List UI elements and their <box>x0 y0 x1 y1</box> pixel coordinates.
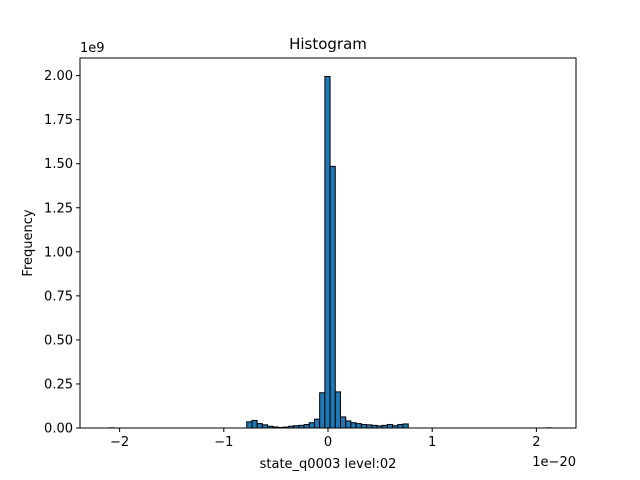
histogram-bar-2 <box>251 419 258 429</box>
histogram-bar-20 <box>345 420 352 429</box>
y-scale-label: 1e9 <box>80 41 105 56</box>
x-scale-label: 1e−20 <box>532 455 576 470</box>
histogram-bar-22 <box>355 423 362 429</box>
y-tick-label: 1.75 <box>44 113 73 128</box>
plot-frame <box>79 57 577 429</box>
histogram-bar-18 <box>334 391 342 429</box>
y-tick-label: 1.50 <box>44 157 73 172</box>
x-axis-label: state_q0003 level:02 <box>260 457 397 472</box>
histogram-bar-30 <box>397 423 404 429</box>
y-tick-label: 0.25 <box>44 377 73 392</box>
histogram-bar-31 <box>402 423 409 429</box>
histogram-bar-14 <box>313 418 321 429</box>
histogram-bar-13 <box>308 422 315 429</box>
histogram-bar-21 <box>350 422 357 429</box>
x-tick-label: −2 <box>110 435 129 450</box>
y-tick-label: 0.00 <box>44 422 73 437</box>
y-axis-label: Frequency <box>21 209 36 276</box>
bars-group <box>108 76 553 429</box>
chart-title: Histogram <box>289 35 367 53</box>
histogram-bar-19 <box>340 416 347 429</box>
histogram-bar-16 <box>324 76 331 429</box>
histogram-bar-12 <box>303 423 310 429</box>
histogram-bar-28 <box>386 423 394 429</box>
histogram-bar-17 <box>329 165 336 429</box>
y-tick-label: 1.00 <box>44 245 73 260</box>
x-ticks-group: −2 −1 0 1 2 <box>110 428 541 450</box>
y-tick-label: 1.25 <box>44 201 73 216</box>
y-tick-label: 0.75 <box>44 289 73 304</box>
y-tick-label: 0.50 <box>44 333 73 348</box>
y-tick-label: 2.00 <box>44 69 73 84</box>
x-tick-label: 1 <box>428 435 436 450</box>
histogram-bar-3 <box>256 423 263 429</box>
histogram-bar-1 <box>246 421 253 429</box>
histogram-bar-15 <box>319 392 326 429</box>
x-tick-label: 2 <box>532 435 540 450</box>
x-tick-label: 0 <box>324 435 332 450</box>
x-tick-label: −1 <box>214 435 233 450</box>
histogram-bar-23 <box>360 423 368 429</box>
y-ticks-group: 0.00 0.25 0.50 0.75 1.00 1.25 1.50 1.75 2.00 <box>44 69 80 437</box>
